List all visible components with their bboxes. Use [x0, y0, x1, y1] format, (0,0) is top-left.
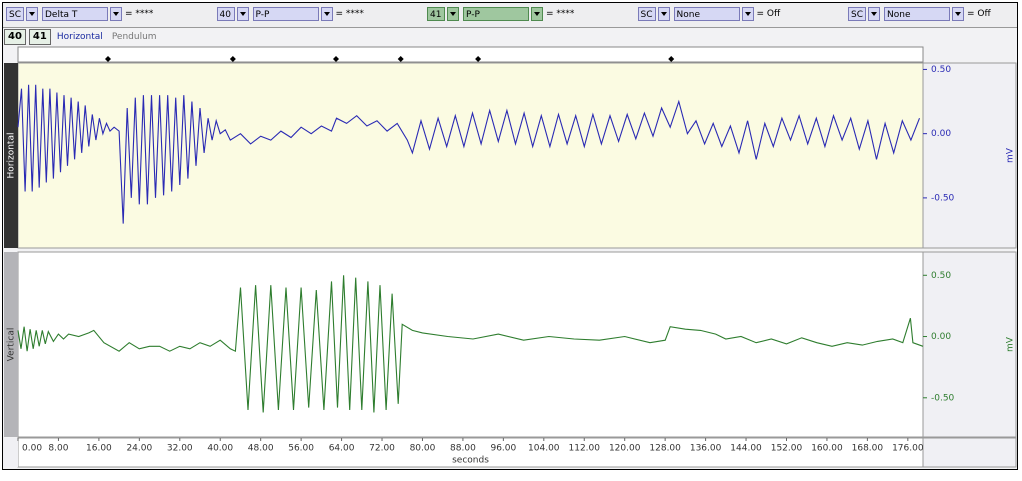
x-tick-label: 112.00 — [569, 444, 601, 454]
plot-area — [17, 251, 924, 438]
channel-select[interactable]: 40 — [216, 7, 235, 21]
x-axis-label: seconds — [452, 456, 489, 466]
measurement: SC None = Off — [637, 7, 843, 23]
channel-select[interactable]: SC — [848, 7, 866, 21]
channel-tab[interactable]: 41 — [28, 29, 51, 45]
marker-bar — [17, 46, 924, 63]
event-marker — [475, 56, 482, 62]
function-select[interactable]: None — [673, 7, 740, 21]
x-tick-label: 32.00 — [167, 444, 193, 454]
x-tick-label: 80.00 — [410, 444, 436, 454]
channel-label: Vertical — [7, 328, 17, 362]
x-axis-corner — [922, 437, 1017, 468]
measurement-result: = Off — [967, 9, 991, 19]
x-tick-label: 64.00 — [329, 444, 355, 454]
measurement: SC Delta T = **** — [6, 7, 211, 23]
event-marker — [333, 56, 340, 62]
dropdown-arrow[interactable] — [952, 7, 964, 21]
event-marker — [104, 56, 111, 62]
channel-tabs: 40 41 Horizontal Pendulum — [4, 29, 160, 45]
signal-trace — [17, 84, 921, 224]
x-tick-label: 8.00 — [48, 444, 68, 454]
measurement: SC None = Off — [848, 7, 1022, 23]
dropdown-arrow[interactable] — [236, 7, 249, 21]
y-tick-label: 0.00 — [931, 129, 951, 139]
channel-select[interactable]: 41 — [427, 7, 445, 21]
dropdown-arrow[interactable] — [26, 7, 38, 21]
x-tick-label: 160.00 — [811, 444, 843, 454]
x-tick-label: 0.00 — [22, 444, 42, 454]
y-axis-panel — [922, 62, 1017, 249]
channel-label: Horizontal — [7, 133, 17, 179]
x-tick-label: 104.00 — [528, 444, 560, 454]
x-tick-label: 176.00 — [892, 444, 924, 454]
dropdown-arrow[interactable] — [320, 7, 333, 21]
dropdown-arrow[interactable] — [868, 7, 880, 21]
y-axis-panel — [922, 251, 1017, 438]
dropdown-arrow[interactable] — [447, 7, 459, 21]
y-tick-label: -0.50 — [931, 393, 955, 403]
x-tick-label: 24.00 — [126, 444, 152, 454]
x-tick-label: 144.00 — [730, 444, 762, 454]
measurement-result: = **** — [546, 9, 575, 19]
x-tick-label: 96.00 — [490, 444, 516, 454]
function-select[interactable]: Delta T — [42, 7, 108, 21]
event-marker — [397, 56, 404, 62]
channel-tab[interactable]: Horizontal — [56, 32, 103, 42]
function-select[interactable]: P-P — [463, 7, 529, 21]
channel-strip — [4, 63, 18, 248]
x-tick-label: 152.00 — [771, 444, 803, 454]
measurement-toolbar: SC Delta T = **** 40 P-P = **** 41 P-P = **** SC N… — [3, 3, 1017, 28]
function-select[interactable]: None — [884, 7, 950, 21]
x-tick-label: 120.00 — [609, 444, 641, 454]
x-tick-label: 136.00 — [690, 444, 722, 454]
x-tick-label: 88.00 — [450, 444, 476, 454]
y-tick-label: -0.50 — [931, 193, 955, 203]
channel-tab[interactable]: 40 — [4, 29, 26, 45]
measurement-result: = **** — [125, 9, 154, 19]
dropdown-arrow[interactable] — [657, 7, 670, 21]
dropdown-arrow[interactable] — [741, 7, 754, 21]
signal-trace — [17, 275, 924, 413]
measurement: 40 P-P = **** — [216, 7, 422, 23]
x-tick-label: 40.00 — [207, 444, 233, 454]
channel-select[interactable]: SC — [637, 7, 656, 21]
x-tick-label: 16.00 — [86, 444, 112, 454]
y-tick-label: 0.50 — [931, 65, 951, 75]
measurement: 41 P-P = **** — [427, 7, 632, 23]
dropdown-arrow[interactable] — [531, 7, 543, 21]
function-select[interactable]: P-P — [252, 7, 319, 21]
measurement-result: = Off — [756, 9, 781, 19]
x-tick-label: 56.00 — [288, 444, 314, 454]
dropdown-arrow[interactable] — [110, 7, 122, 21]
channel-strip — [4, 252, 18, 437]
x-axis-area — [17, 437, 924, 468]
y-tick-label: 0.50 — [931, 271, 951, 281]
x-axis-corner — [4, 438, 18, 467]
event-marker — [229, 56, 236, 62]
y-tick-label: 0.00 — [931, 332, 951, 342]
measurement-result: = **** — [335, 9, 364, 19]
channel-tab[interactable]: Pendulum — [111, 32, 157, 42]
x-tick-label: 168.00 — [852, 444, 884, 454]
y-axis-label: mV — [1006, 147, 1016, 163]
x-tick-label: 48.00 — [248, 444, 274, 454]
x-tick-label: 128.00 — [649, 444, 681, 454]
y-axis-label: mV — [1006, 336, 1016, 352]
channel-select[interactable]: SC — [6, 7, 24, 21]
plot-area — [17, 62, 924, 249]
x-tick-label: 72.00 — [369, 444, 395, 454]
event-marker — [668, 56, 675, 62]
